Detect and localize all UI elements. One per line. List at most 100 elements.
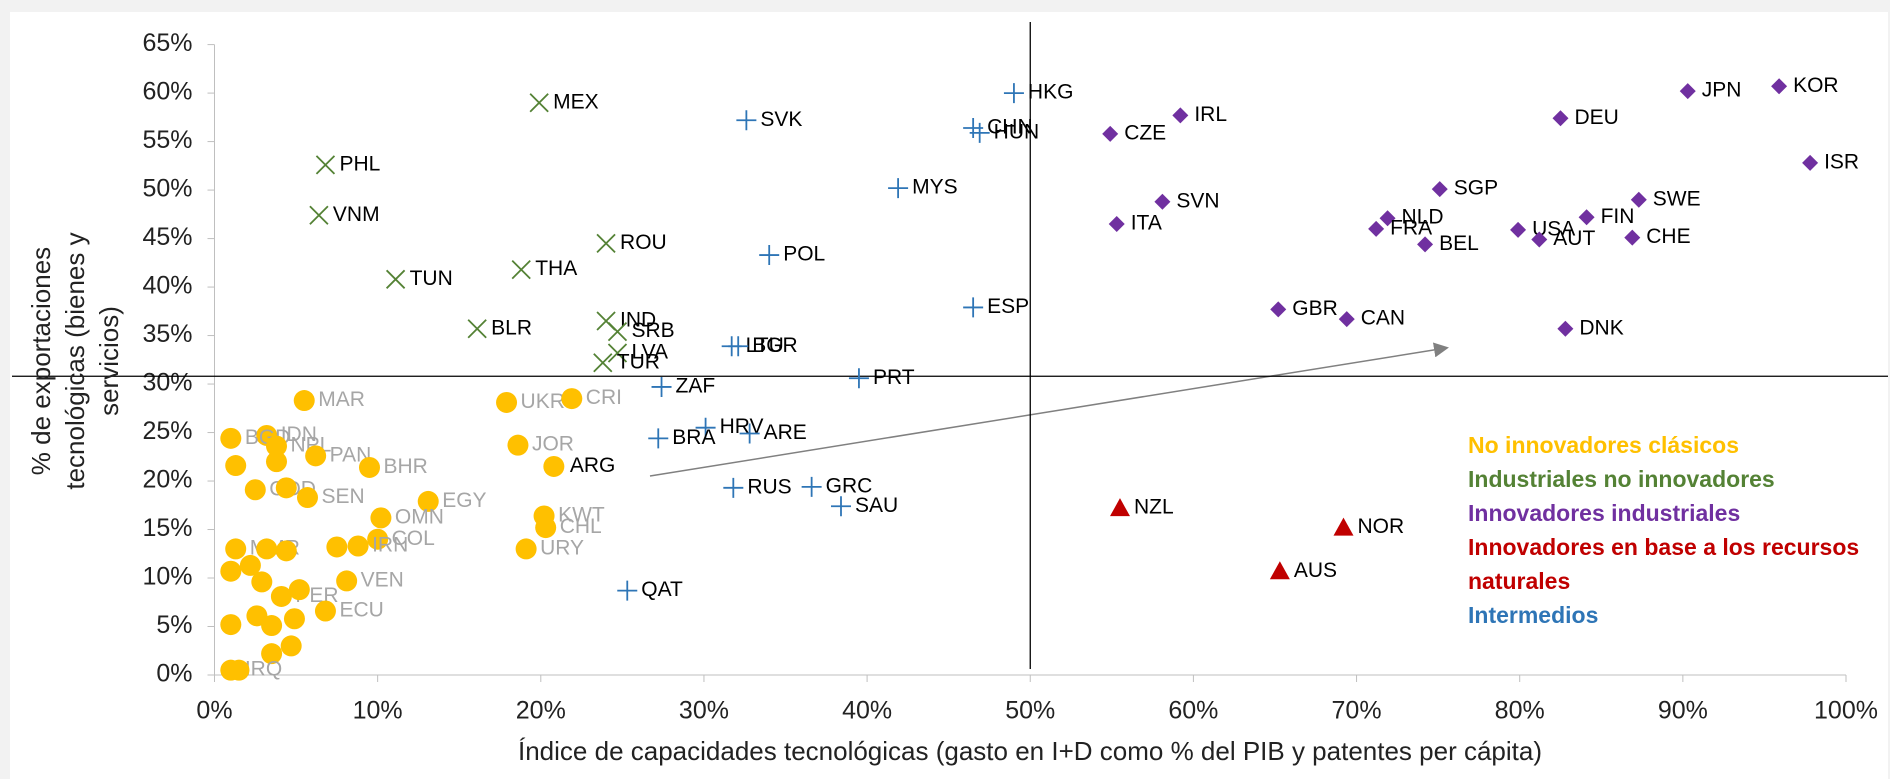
x-tick-label: 10% — [353, 697, 403, 725]
point-label: AUT — [1553, 227, 1595, 250]
legend-entry: Innovadores industriales — [1468, 500, 1741, 526]
point — [283, 608, 305, 630]
point-label: PHL — [339, 152, 380, 175]
x-tick-label: 80% — [1495, 697, 1545, 725]
point — [228, 659, 250, 681]
y-tick-label: 30% — [142, 369, 192, 397]
point — [1802, 154, 1819, 171]
y-tick-label: 40% — [142, 272, 192, 300]
point — [1368, 220, 1385, 237]
point — [1172, 107, 1189, 124]
point — [723, 477, 744, 498]
point — [1417, 236, 1434, 253]
x-tick-label: 70% — [1332, 697, 1382, 725]
point — [288, 579, 310, 601]
point-label: NZL — [1134, 496, 1174, 519]
legend-entry: Innovadores en base a los recursos natur… — [1468, 534, 1860, 594]
point — [728, 336, 749, 357]
point — [347, 535, 369, 557]
point-label: POL — [783, 243, 825, 266]
y-tick-label: 10% — [142, 563, 192, 591]
point-label: CAN — [1361, 307, 1405, 330]
point — [695, 417, 716, 438]
point — [1270, 301, 1287, 318]
point-label: ROU — [620, 231, 667, 254]
point-label: SEN — [321, 485, 364, 508]
point — [1333, 517, 1354, 536]
point-label: ARG — [570, 454, 616, 477]
point-label: JOR — [532, 433, 574, 456]
point — [830, 496, 851, 517]
point-label: FRA — [1390, 216, 1432, 239]
point — [759, 245, 780, 266]
point — [244, 479, 266, 501]
point — [1531, 231, 1548, 248]
point — [651, 376, 672, 397]
point — [963, 297, 984, 318]
point-label: HUN — [994, 120, 1040, 143]
point-label: PAN — [330, 443, 372, 466]
point — [515, 538, 537, 560]
x-tick-label: 20% — [516, 697, 566, 725]
point-label: LTU — [746, 334, 784, 357]
point-label: EGY — [442, 489, 486, 512]
annotation-arrow — [649, 342, 1449, 477]
legend-entry: Intermedios — [1468, 602, 1599, 628]
point-label: SAU — [855, 494, 898, 517]
point — [270, 585, 292, 607]
point — [1552, 110, 1569, 127]
point-label: RUS — [747, 475, 791, 498]
y-tick-label: 0% — [156, 660, 192, 688]
point — [336, 570, 358, 592]
y-tick-label: 20% — [142, 466, 192, 494]
point — [251, 571, 273, 593]
legend-entry: Industriales no innovadores — [1468, 466, 1775, 492]
point — [511, 259, 531, 280]
point-label: CHN — [987, 116, 1032, 139]
point-label: LVA — [631, 341, 668, 364]
point-label: SWE — [1653, 187, 1701, 210]
x-tick-label: 60% — [1168, 697, 1218, 725]
point-label: IND — [620, 309, 656, 332]
point-label: BRA — [672, 426, 715, 449]
point-label: CHE — [1646, 225, 1690, 248]
y-axis-label: % de exportaciones tecnológicas (bienes … — [26, 232, 124, 490]
point — [1108, 216, 1125, 233]
point-label: GRC — [826, 474, 873, 497]
x-tick-label: 30% — [679, 697, 729, 725]
point — [385, 269, 406, 289]
point — [220, 614, 242, 636]
point — [736, 110, 757, 131]
point — [314, 600, 336, 622]
point-label: KOR — [1793, 74, 1839, 97]
point-label: BLR — [491, 316, 532, 339]
point-label: BHR — [383, 455, 427, 478]
point — [358, 456, 380, 478]
x-tick-label: 0% — [196, 697, 232, 725]
point — [1630, 191, 1647, 208]
point — [293, 390, 315, 412]
point — [239, 554, 261, 576]
point-label: CZE — [1124, 121, 1166, 144]
y-tick-label: 60% — [142, 78, 192, 106]
point-label: OMN — [395, 505, 444, 528]
point-label: HRV — [720, 415, 764, 438]
point — [1679, 83, 1696, 100]
legend-entry: No innovadores clásicos — [1468, 432, 1739, 458]
point — [315, 155, 336, 175]
point — [275, 477, 297, 499]
point — [969, 122, 990, 143]
plot-background — [10, 12, 1888, 779]
x-tick-label: 100% — [1814, 697, 1878, 725]
point-label: CRI — [586, 386, 622, 409]
point — [535, 517, 557, 539]
point — [561, 388, 583, 410]
point — [275, 540, 297, 562]
point-label: SGP — [1454, 177, 1498, 200]
point — [265, 435, 287, 457]
point-label: TUR — [617, 350, 660, 373]
point-label: ITA — [1131, 212, 1162, 235]
point — [607, 322, 628, 342]
point — [326, 536, 348, 558]
